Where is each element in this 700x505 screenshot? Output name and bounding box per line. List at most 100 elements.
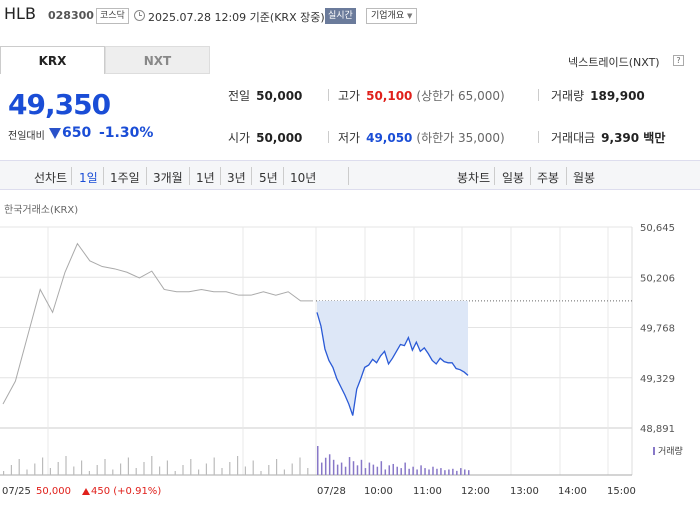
prev-day-line [2, 242, 313, 405]
volume-bar [356, 465, 359, 475]
candle-weekly[interactable]: 주봉 [537, 171, 560, 185]
volume-bar [324, 457, 327, 475]
price-chart[interactable]: 50,645 50,206 49,768 49,329 48,891 [0, 215, 700, 485]
stat-sub: (상한가 65,000) [416, 89, 505, 103]
volume-bar [444, 470, 446, 475]
company-overview-button[interactable]: 기업개요 ▼ [366, 8, 418, 24]
prev-volume-bar [143, 462, 145, 475]
volume-bar [440, 468, 442, 475]
volume-bar [404, 462, 406, 475]
volume-bar [452, 468, 454, 475]
candle-monthly[interactable]: 월봉 [573, 171, 596, 185]
volume-bar [420, 465, 422, 475]
volume-bar [464, 469, 466, 475]
tab-nxt[interactable]: NXT [105, 46, 210, 74]
price-line [316, 312, 469, 416]
volume-bar [468, 470, 470, 475]
tab-krx[interactable]: KRX [0, 46, 105, 74]
stat-low: 저가 49,050 (하한가 35,000) [338, 129, 505, 146]
prev-volume-bar [268, 465, 270, 475]
divider [328, 131, 329, 143]
period-1w[interactable]: 1주일 [110, 171, 140, 185]
y-tick-label: 49,768 [640, 324, 675, 335]
prev-volume-bar [283, 469, 285, 475]
prev-volume-bar [221, 468, 223, 475]
x-tick-label: 14:00 [558, 486, 587, 497]
prev-volume-bar [49, 468, 51, 475]
change-label: 전일대비 [8, 131, 45, 142]
x-tick-label: 07/28 [317, 486, 346, 497]
stat-value: 50,100 [366, 89, 413, 103]
x-tick-label: 13:00 [510, 486, 539, 497]
volume-bar [336, 464, 339, 475]
change-percent: -1.30% [99, 125, 154, 141]
x-tick-label: 10:00 [364, 486, 393, 497]
prev-volume-bar [81, 460, 83, 475]
prev-volume-bar [42, 457, 44, 475]
prev-volume-bar [120, 463, 122, 475]
period-1d[interactable]: 1일 [79, 171, 98, 185]
period-3m[interactable]: 3개월 [153, 171, 183, 185]
nextrade-link[interactable]: 넥스트레이드(NXT) [568, 56, 660, 69]
volume-bar [416, 469, 418, 475]
prev-volume-bar [244, 466, 246, 475]
volume-bar [368, 462, 371, 475]
prev-volume-bar [174, 471, 176, 475]
volume-bar [360, 459, 363, 475]
stat-volume: 거래량 189,900 [551, 87, 645, 104]
period-10y[interactable]: 10년 [290, 171, 317, 185]
prev-day-change: 450 (+0.91%) [91, 486, 162, 497]
volume-bar [380, 461, 383, 475]
prev-volume-bar [190, 459, 192, 475]
prev-volume-bar [10, 465, 12, 475]
stat-value: 50,000 [256, 131, 303, 145]
volume-bar [376, 466, 379, 475]
prev-volume-bar [3, 471, 5, 475]
stat-value: 9,390 백만 [601, 131, 666, 145]
divider [103, 167, 104, 185]
prev-volume-bar [104, 459, 106, 475]
prev-volume-bar [159, 466, 161, 475]
period-5y[interactable]: 5년 [259, 171, 278, 185]
stat-amount: 거래대금 9,390 백만 [551, 129, 665, 146]
y-tick-label: 48,891 [640, 424, 675, 435]
stat-sub: (하한가 35,000) [416, 131, 505, 145]
x-tick-label: 12:00 [461, 486, 490, 497]
divider [283, 167, 284, 185]
period-3y[interactable]: 3년 [227, 171, 246, 185]
volume-bar [317, 446, 319, 475]
stat-label: 고가 [338, 89, 361, 103]
prev-volume-bar [276, 459, 278, 475]
market-badge: 코스닥 [96, 8, 129, 24]
volume-bar [320, 462, 323, 475]
volume-bar [348, 457, 351, 475]
header-bar: HLB 028300 코스닥 2025.07.28 12:09 기준(KRX 장… [0, 0, 700, 32]
stat-high: 고가 50,100 (상한가 65,000) [338, 87, 505, 104]
exchange-label: 한국거래소(KRX) [4, 205, 79, 216]
down-arrow-icon [49, 128, 61, 139]
period-1y[interactable]: 1년 [196, 171, 215, 185]
x-tick-label: 11:00 [413, 486, 442, 497]
volume-bar [332, 459, 335, 475]
prev-volume-bar [26, 469, 28, 475]
prev-volume-bar [65, 456, 67, 475]
stat-label: 시가 [228, 131, 251, 145]
volume-bar [388, 465, 391, 475]
volume-bar [364, 468, 367, 475]
stock-code: 028300 [48, 9, 94, 22]
volume-bar [400, 468, 402, 475]
divider [189, 167, 190, 185]
candle-chart-label: 봉차트 [457, 171, 491, 185]
prev-volume-bar [229, 462, 231, 475]
prev-volume-bar [127, 457, 129, 475]
y-tick-label: 50,645 [640, 223, 675, 234]
help-icon[interactable]: ? [673, 55, 684, 66]
volume-bar [352, 461, 355, 475]
volume-bar [340, 462, 343, 475]
prev-volume-bar [151, 456, 153, 475]
volume-bar [396, 466, 398, 475]
volume-bar [384, 469, 387, 475]
period-bar: 선차트 1일 1주일 3개월 1년 3년 5년 10년 봉차트 일봉 주봉 월봉 [0, 160, 700, 190]
candle-daily[interactable]: 일봉 [502, 171, 525, 185]
prev-volume-bar [307, 468, 309, 475]
